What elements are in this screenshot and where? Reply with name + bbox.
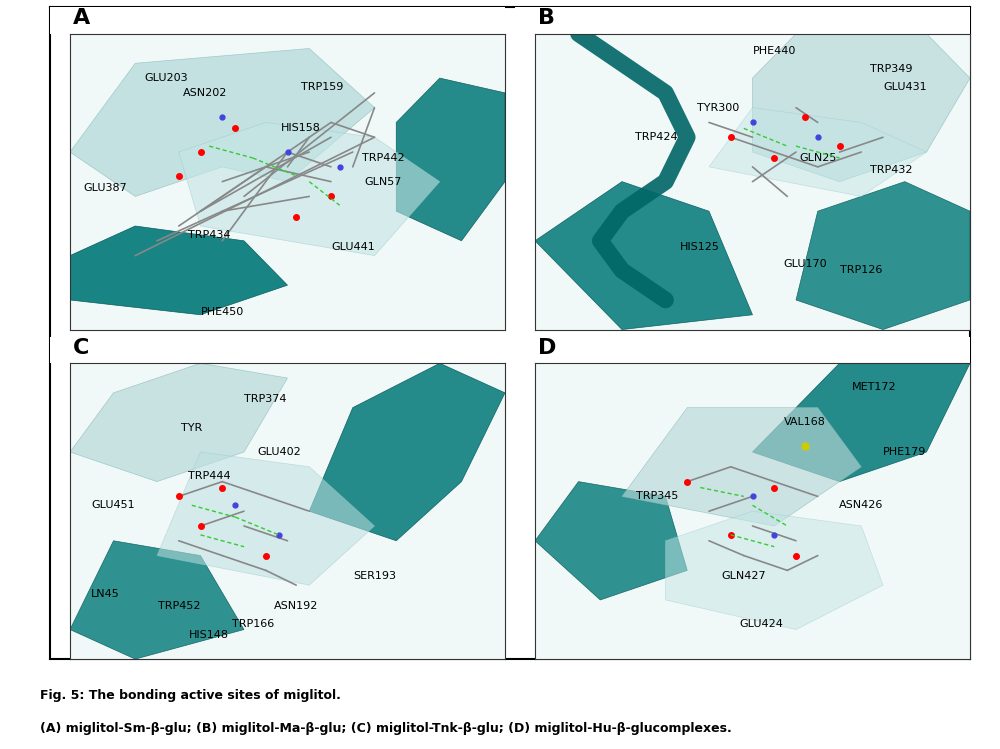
Text: Fig. 5: The bonding active sites of miglitol.: Fig. 5: The bonding active sites of migl… (40, 689, 341, 702)
Text: B: B (538, 8, 555, 28)
Text: TRP349: TRP349 (870, 64, 913, 74)
Text: TYR300: TYR300 (697, 103, 739, 112)
Text: SER193: SER193 (353, 571, 396, 581)
Polygon shape (535, 482, 687, 600)
Text: GLU441: GLU441 (331, 242, 375, 252)
Polygon shape (796, 182, 970, 330)
Text: (A) miglitol-Sm-β-glu; (B) miglitol-Ma-β-glu; (C) miglitol-Tnk-β-glu; (D) miglit: (A) miglitol-Sm-β-glu; (B) miglitol-Ma-β… (40, 722, 732, 735)
Polygon shape (70, 363, 288, 482)
Text: TRP166: TRP166 (232, 619, 274, 628)
Text: A: A (73, 8, 90, 28)
Polygon shape (753, 34, 970, 182)
Text: TRP442: TRP442 (362, 153, 405, 163)
Polygon shape (396, 78, 505, 241)
Polygon shape (309, 363, 505, 541)
Text: TRP374: TRP374 (244, 394, 287, 404)
Text: GLU402: GLU402 (257, 447, 301, 457)
Polygon shape (666, 512, 883, 629)
Text: MET172: MET172 (852, 382, 897, 392)
Text: ASN202: ASN202 (183, 88, 227, 98)
Text: TRP159: TRP159 (301, 82, 343, 92)
Polygon shape (70, 226, 288, 315)
Text: GLU203: GLU203 (144, 73, 188, 83)
Text: ASN192: ASN192 (274, 601, 318, 611)
Text: PHE179: PHE179 (883, 447, 926, 457)
Text: HIS125: HIS125 (680, 242, 720, 252)
Polygon shape (622, 407, 861, 526)
Text: TRP424: TRP424 (635, 133, 678, 142)
Polygon shape (70, 541, 244, 659)
Text: HIS158: HIS158 (281, 124, 320, 133)
Text: LN45: LN45 (90, 589, 119, 599)
Text: TRP345: TRP345 (636, 491, 678, 501)
Text: GLU170: GLU170 (783, 259, 827, 270)
Text: TRP126: TRP126 (840, 265, 882, 276)
Text: GLU424: GLU424 (739, 619, 783, 628)
Text: TYR: TYR (181, 423, 202, 434)
Text: TRP452: TRP452 (158, 601, 200, 611)
Text: GLU451: GLU451 (92, 500, 135, 510)
Polygon shape (157, 452, 374, 585)
Polygon shape (753, 363, 970, 482)
Text: GLN427: GLN427 (721, 571, 766, 581)
Text: PHE440: PHE440 (753, 46, 796, 56)
Text: GLN57: GLN57 (365, 177, 402, 187)
Text: TRP434: TRP434 (188, 230, 230, 240)
Text: GLN25: GLN25 (799, 153, 836, 163)
Polygon shape (70, 49, 374, 196)
Polygon shape (535, 182, 753, 330)
Text: HIS148: HIS148 (189, 631, 229, 640)
Text: TRP432: TRP432 (870, 165, 913, 175)
Text: GLU431: GLU431 (883, 82, 927, 92)
Text: D: D (538, 338, 556, 358)
Polygon shape (709, 108, 926, 196)
Text: ASN426: ASN426 (839, 500, 883, 510)
Text: VAL168: VAL168 (784, 417, 826, 428)
Text: C: C (73, 338, 89, 358)
Text: GLU387: GLU387 (83, 183, 127, 192)
Text: PHE450: PHE450 (201, 307, 244, 317)
Text: TRP444: TRP444 (188, 470, 231, 481)
Polygon shape (179, 123, 440, 255)
